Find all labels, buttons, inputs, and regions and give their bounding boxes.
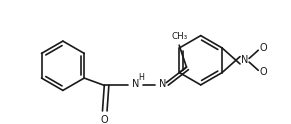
Text: O: O [100,115,108,124]
Text: N: N [159,78,166,89]
Text: N: N [132,78,139,89]
Text: O: O [260,67,267,77]
Text: O: O [260,43,267,53]
Text: H: H [138,73,144,82]
Text: CH₃: CH₃ [171,32,187,42]
Text: N: N [241,55,248,65]
